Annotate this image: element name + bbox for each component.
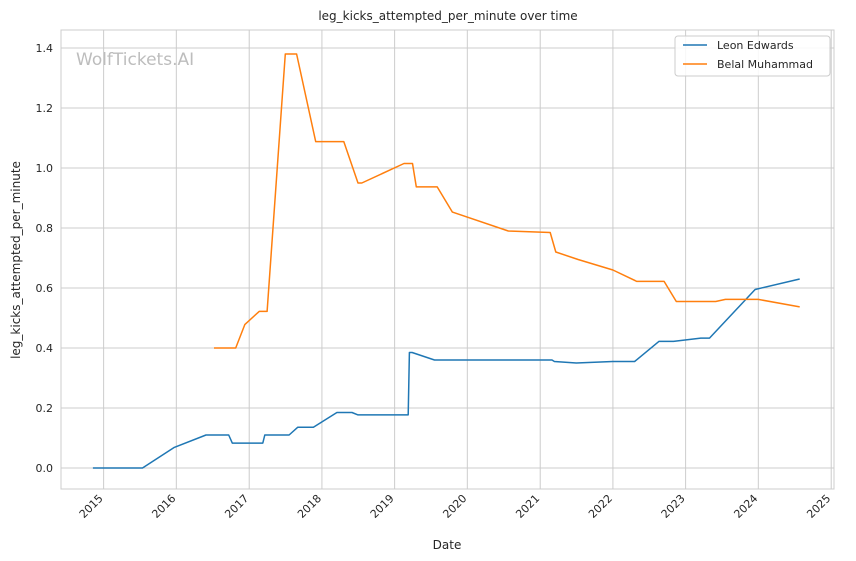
legend: Leon Edwards Belal Muhammad [674,35,831,77]
legend-label-belal-muhammad: Belal Muhammad [717,58,813,71]
y-tick-label: 0.0 [36,462,54,475]
series-line-belal-muhammad [214,53,800,349]
plot-frame [60,29,835,490]
series-layer [92,53,800,469]
chart-title: leg_kicks_attempted_per_minute over time [318,9,577,23]
legend-label-leon-edwards: Leon Edwards [717,39,794,52]
y-axis-title: leg_kicks_attempted_per_minute [9,161,23,359]
y-tick-label: 0.4 [36,342,54,355]
x-axis-title: Date [433,538,462,552]
legend-box [674,35,831,77]
y-tick-label: 0.6 [36,282,54,295]
series-line-leon-edwards [92,278,800,469]
y-tick-label: 1.4 [36,42,54,55]
y-tick-label: 0.2 [36,402,54,415]
y-tick-label: 1.0 [36,162,54,175]
y-tick-label: 0.8 [36,222,54,235]
grid-layer [61,30,834,489]
watermark-text: WolfTickets.AI [76,50,194,70]
y-tick-label: 1.2 [36,102,54,115]
